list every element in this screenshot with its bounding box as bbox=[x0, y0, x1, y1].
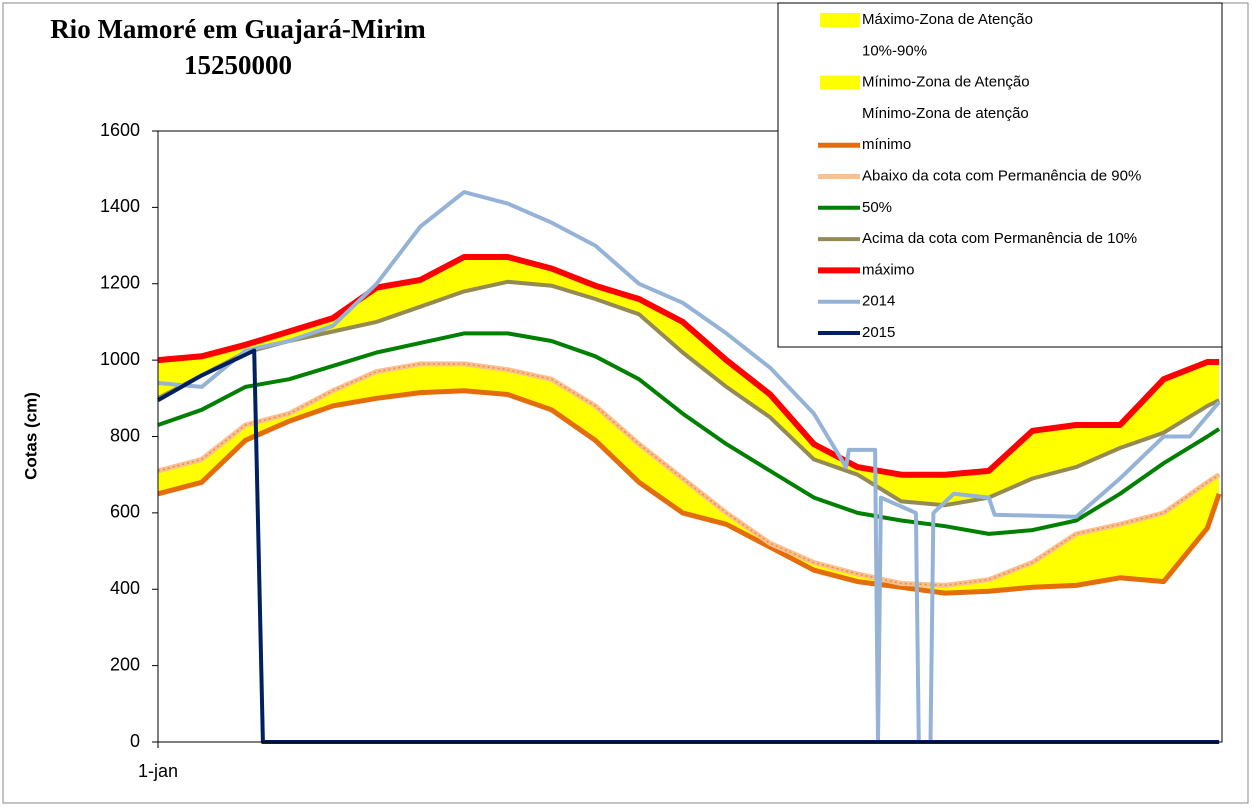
legend-label: Mínimo-Zona de atenção bbox=[862, 105, 1029, 122]
y-tick-label: 1400 bbox=[100, 196, 140, 216]
y-tick-label: 800 bbox=[110, 425, 140, 445]
y-tick-label: 200 bbox=[110, 654, 140, 674]
legend-swatch bbox=[820, 106, 860, 121]
legend-swatch bbox=[820, 44, 860, 59]
legend-label: Máximo-Zona de Atenção bbox=[862, 11, 1033, 28]
legend-swatch bbox=[820, 13, 860, 27]
x-tick-label: 1-jan bbox=[138, 761, 178, 781]
legend-label: mínimo bbox=[862, 136, 911, 153]
series-line bbox=[157, 361, 1221, 588]
series-line bbox=[157, 254, 1220, 478]
band-area bbox=[158, 363, 1220, 594]
y-tick-label: 600 bbox=[110, 502, 140, 522]
chart-title: Rio Mamoré em Guajará-Mirim bbox=[50, 14, 426, 44]
y-tick-label: 0 bbox=[130, 731, 140, 751]
legend-label: máximo bbox=[862, 261, 915, 278]
legend-label: 2015 bbox=[862, 324, 895, 341]
band-area bbox=[158, 281, 1220, 586]
y-tick-label: 400 bbox=[110, 578, 140, 598]
series-line bbox=[157, 388, 1222, 596]
legend-label: 10%-90% bbox=[862, 42, 927, 59]
series-line bbox=[157, 190, 1221, 744]
legend-label: Acima da cota com Permanência de 10% bbox=[862, 230, 1137, 247]
legend-swatch bbox=[820, 75, 860, 90]
series-line bbox=[157, 331, 1221, 536]
legend-label: Abaixo da cota com Permanência de 90% bbox=[862, 167, 1141, 184]
series-line bbox=[157, 279, 1220, 508]
legend-label: 2014 bbox=[862, 293, 895, 310]
band-area bbox=[158, 390, 1220, 742]
legend-label: 50% bbox=[862, 199, 892, 216]
chart-subtitle: 15250000 bbox=[184, 50, 292, 80]
legend: Máximo-Zona de Atenção 10%-90% Mínimo-Zona… bbox=[777, 2, 1223, 348]
y-axis-label: Cotas (cm) bbox=[21, 392, 40, 480]
legend-label: Mínimo-Zona de Atenção bbox=[862, 74, 1030, 91]
y-tick-label: 1600 bbox=[100, 120, 140, 140]
y-tick-label: 1200 bbox=[100, 273, 140, 293]
y-tick-label: 1000 bbox=[100, 349, 140, 369]
